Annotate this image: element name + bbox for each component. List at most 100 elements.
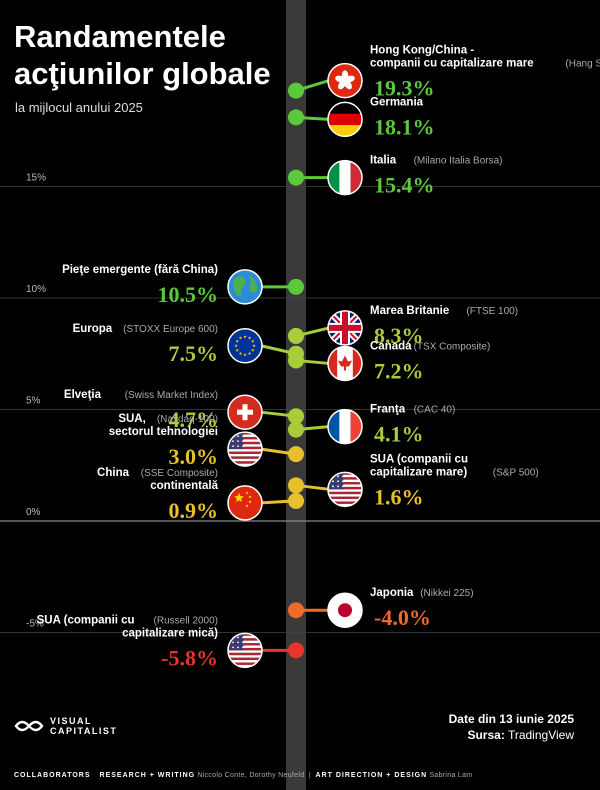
flag-body bbox=[228, 395, 262, 430]
value-label: 19.3% bbox=[374, 76, 435, 101]
flag-stripe bbox=[228, 638, 262, 641]
eu-star bbox=[251, 348, 255, 352]
flag-stripe bbox=[328, 474, 362, 478]
usa-star bbox=[242, 646, 244, 649]
page-title: Randamentele acţiunilor globale bbox=[14, 18, 304, 92]
flag-stripe bbox=[328, 482, 362, 485]
eu-star bbox=[247, 351, 252, 355]
index-label: (S&P 500) bbox=[493, 467, 539, 478]
flag-ring bbox=[227, 431, 263, 467]
index-label: (CAC 40) bbox=[414, 405, 456, 416]
globe-icon bbox=[227, 269, 263, 305]
flag-ring bbox=[327, 592, 363, 628]
flag-stripe bbox=[228, 463, 262, 467]
flag-ring bbox=[327, 101, 363, 138]
maple-leaf bbox=[338, 355, 352, 371]
country-label: capitalizare mare) bbox=[370, 466, 467, 478]
germany-flag bbox=[327, 101, 363, 138]
value-label: 3.0% bbox=[169, 444, 219, 469]
flag-ring bbox=[227, 269, 263, 305]
data-point bbox=[288, 602, 304, 619]
flag-body bbox=[228, 633, 262, 668]
flag-ring bbox=[227, 394, 263, 430]
cross-h bbox=[237, 409, 253, 415]
usa-flag bbox=[227, 632, 263, 669]
index-label: (Swiss Market Index) bbox=[125, 390, 218, 401]
country-label: Franţa bbox=[370, 404, 406, 416]
flag-ring bbox=[227, 485, 263, 521]
flag-stripe bbox=[228, 451, 262, 454]
flag-stripe bbox=[228, 432, 262, 435]
flag-stripe bbox=[228, 657, 262, 661]
country-label: Marea Britanie bbox=[370, 305, 449, 317]
data-point bbox=[288, 446, 304, 463]
data-point bbox=[288, 109, 304, 126]
country-label: SUA (companii cu bbox=[370, 453, 468, 465]
flag-stripe bbox=[328, 472, 362, 475]
data-point bbox=[288, 278, 304, 295]
flag-stripe bbox=[228, 441, 262, 445]
usa-star bbox=[232, 445, 234, 447]
index-label: (FTSE 100) bbox=[466, 306, 518, 317]
country-label: Pieţe emergente (fără China) bbox=[62, 264, 218, 276]
country-label: Elveţia bbox=[64, 389, 102, 401]
china-flag bbox=[227, 485, 263, 521]
flag-stripe bbox=[339, 160, 351, 195]
uk-flag bbox=[327, 310, 363, 346]
eu-star bbox=[247, 336, 252, 340]
flag-stripe bbox=[228, 458, 262, 462]
flag-stripe bbox=[228, 439, 262, 442]
flag-stripe bbox=[228, 643, 262, 646]
globe-land bbox=[232, 276, 246, 296]
design-names: Sabrina Lam bbox=[429, 772, 473, 779]
flag-stripe bbox=[228, 461, 262, 464]
flag-stripe bbox=[228, 635, 262, 639]
credits: COLLABORATORS RESEARCH + WRITING Niccolo… bbox=[14, 772, 473, 779]
flag-ring bbox=[327, 408, 363, 445]
country-label: capitalizare mică) bbox=[122, 627, 218, 639]
flag-stripe bbox=[228, 436, 262, 440]
country-label: Italia bbox=[370, 155, 397, 167]
value-label: 8.3% bbox=[374, 323, 424, 348]
country-label: companii cu capitalizare mare bbox=[370, 58, 534, 70]
data-date: Date din 13 iunie 2025 bbox=[448, 712, 574, 726]
flag-stripe bbox=[350, 160, 362, 195]
value-label: 0.9% bbox=[169, 498, 219, 523]
flag-stripe bbox=[352, 346, 362, 381]
flag-stripe bbox=[228, 655, 262, 658]
y-tick-label: 5% bbox=[26, 396, 41, 407]
usa-star bbox=[242, 641, 244, 644]
collaborators-label: COLLABORATORS bbox=[14, 772, 91, 779]
index-label: (Nasdaq-100) bbox=[157, 414, 218, 425]
usa-star bbox=[337, 480, 339, 483]
value-label: 7.5% bbox=[169, 341, 219, 366]
data-point bbox=[288, 327, 304, 344]
title-line-2: acţiunilor globale bbox=[14, 56, 271, 91]
flag-stripe bbox=[328, 125, 362, 137]
usa-star bbox=[237, 641, 239, 644]
globe-land bbox=[249, 274, 258, 293]
flag-stripe bbox=[228, 652, 262, 656]
usa-star bbox=[342, 475, 344, 478]
usa-star bbox=[342, 480, 344, 483]
flag-stripe bbox=[228, 640, 262, 644]
flag-body bbox=[328, 409, 362, 444]
flag-ring bbox=[327, 471, 363, 508]
flag-stripe bbox=[328, 102, 362, 114]
eu-star bbox=[252, 344, 256, 348]
eu-star bbox=[251, 339, 255, 343]
value-label: 7.2% bbox=[374, 358, 424, 383]
usa-star bbox=[332, 480, 334, 483]
eu-star bbox=[238, 336, 243, 340]
flag-stripe bbox=[228, 456, 262, 459]
flag-body bbox=[228, 485, 262, 520]
flag-stripe bbox=[228, 664, 262, 668]
data-point bbox=[288, 492, 304, 509]
eu-star bbox=[243, 335, 247, 339]
index-label: (Nikkei 225) bbox=[420, 588, 473, 599]
flag-stripe bbox=[228, 662, 262, 665]
index-label: (STOXX Europe 600) bbox=[123, 324, 218, 335]
value-label: 4.1% bbox=[374, 422, 424, 447]
usa-flag bbox=[327, 471, 363, 508]
flag-stripe bbox=[328, 479, 362, 483]
